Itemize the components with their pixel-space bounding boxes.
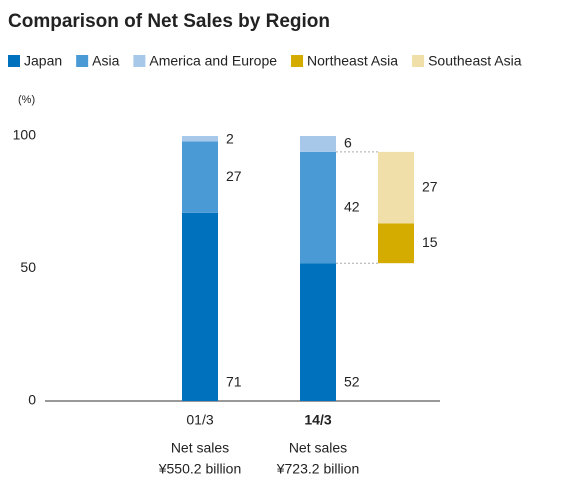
- bar-segment: [182, 141, 218, 213]
- bar-segment: [300, 151, 336, 264]
- bar-segment: [300, 136, 336, 152]
- bar-segment: [378, 151, 414, 224]
- y-axis-label: (%): [18, 94, 35, 106]
- annotation: Net sales: [171, 440, 229, 456]
- legend-swatch: [412, 55, 425, 67]
- x-tick-label: 01/3: [186, 412, 213, 428]
- bar-segment: [300, 263, 336, 401]
- data-label: 71: [226, 374, 242, 390]
- annotation: ¥723.2 billion: [276, 461, 360, 477]
- bar-segment: [182, 212, 218, 401]
- chart-title: Comparison of Net Sales by Region: [8, 11, 330, 32]
- legend-swatch: [76, 55, 89, 67]
- data-label: 27: [422, 178, 438, 194]
- legend-swatch: [8, 55, 20, 67]
- legend-label: Japan: [24, 53, 62, 69]
- y-tick-label: 0: [28, 392, 36, 408]
- bar-segment: [182, 136, 218, 142]
- data-label: 2: [226, 131, 234, 147]
- x-tick-label: 14/3: [304, 412, 331, 428]
- data-label: 27: [226, 168, 242, 184]
- annotation: ¥550.2 billion: [158, 461, 242, 477]
- data-label: 42: [344, 198, 360, 214]
- bar-segment: [378, 223, 414, 264]
- legend-swatch: [291, 55, 304, 67]
- legend-label: Southeast Asia: [428, 53, 522, 69]
- y-tick-label: 50: [20, 259, 36, 275]
- data-label: 52: [344, 374, 360, 390]
- legend-swatch: [133, 55, 146, 67]
- legend-label: Asia: [92, 53, 119, 69]
- data-label: 6: [344, 135, 352, 151]
- data-label: 15: [422, 234, 438, 250]
- annotation: Net sales: [289, 440, 347, 456]
- legend-label: America and Europe: [149, 53, 277, 69]
- legend-label: Northeast Asia: [307, 53, 398, 69]
- y-tick-label: 100: [13, 127, 37, 143]
